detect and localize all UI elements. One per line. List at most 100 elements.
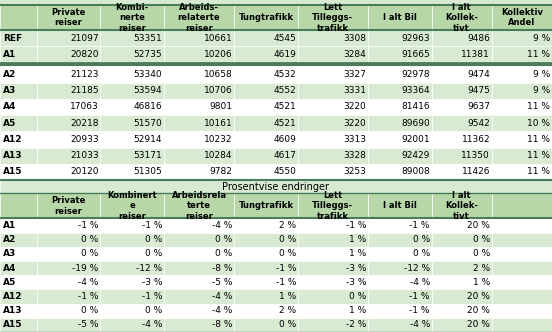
Text: 21097: 21097 (70, 34, 99, 43)
Bar (368, 30, 432, 46)
Bar (368, 115, 432, 131)
Bar (164, 5, 234, 30)
Text: Tungtrafikk: Tungtrafikk (238, 202, 294, 210)
Text: A12: A12 (3, 135, 22, 144)
Text: -1 %: -1 % (410, 221, 430, 230)
Bar (0, 5, 37, 30)
Text: A13: A13 (3, 151, 22, 160)
Text: 9782: 9782 (210, 167, 232, 176)
Bar (234, 115, 298, 131)
Text: -1 %: -1 % (275, 278, 296, 287)
Text: 4521: 4521 (273, 102, 296, 112)
Bar (234, 83, 298, 99)
Bar (234, 147, 298, 164)
Text: 81416: 81416 (401, 102, 430, 112)
Bar (432, 304, 492, 318)
Text: -1 %: -1 % (142, 221, 162, 230)
Bar (368, 131, 432, 147)
Text: -2 %: -2 % (346, 320, 367, 329)
Bar (298, 193, 368, 218)
Bar (492, 30, 552, 46)
Text: -3 %: -3 % (346, 278, 367, 287)
Bar (37, 99, 100, 115)
Bar (298, 275, 368, 290)
Bar (164, 164, 234, 180)
Bar (298, 147, 368, 164)
Bar (0, 290, 37, 304)
Text: -1 %: -1 % (346, 221, 367, 230)
Text: 92963: 92963 (401, 34, 430, 43)
Bar (164, 290, 234, 304)
Text: Lett
Tilleggs-
trafikk: Lett Tilleggs- trafikk (312, 3, 353, 33)
Bar (0, 66, 37, 83)
Bar (368, 83, 432, 99)
Bar (37, 147, 100, 164)
Bar (432, 247, 492, 261)
Text: 10161: 10161 (204, 119, 232, 128)
Text: -3 %: -3 % (142, 278, 162, 287)
Bar (298, 290, 368, 304)
Text: A5: A5 (3, 119, 16, 128)
Bar (37, 5, 100, 30)
Text: 2 %: 2 % (279, 221, 296, 230)
Text: A15: A15 (3, 320, 22, 329)
Bar (164, 193, 234, 218)
Bar (234, 193, 298, 218)
Bar (234, 164, 298, 180)
Bar (0, 63, 552, 66)
Bar (164, 115, 234, 131)
Text: Private
reiser: Private reiser (51, 196, 86, 215)
Text: -4 %: -4 % (78, 278, 99, 287)
Bar (432, 99, 492, 115)
Text: 89690: 89690 (401, 119, 430, 128)
Text: 3253: 3253 (343, 167, 367, 176)
Bar (0, 261, 37, 275)
Bar (492, 5, 552, 30)
Bar (164, 247, 234, 261)
Text: 10661: 10661 (204, 34, 232, 43)
Bar (37, 46, 100, 63)
Text: 0 %: 0 % (279, 235, 296, 244)
Text: 1 %: 1 % (349, 235, 367, 244)
Text: -1 %: -1 % (410, 306, 430, 315)
Bar (492, 304, 552, 318)
Bar (234, 247, 298, 261)
Bar (164, 275, 234, 290)
Text: Kollektiv
Andel: Kollektiv Andel (501, 8, 543, 27)
Text: A5: A5 (3, 278, 16, 287)
Text: -12 %: -12 % (136, 264, 162, 273)
Bar (298, 164, 368, 180)
Text: 9801: 9801 (210, 102, 232, 112)
Bar (0, 83, 37, 99)
Bar (298, 30, 368, 46)
Text: 0 %: 0 % (145, 235, 162, 244)
Text: 3313: 3313 (343, 135, 367, 144)
Bar (368, 147, 432, 164)
Bar (0, 218, 37, 233)
Text: 10232: 10232 (204, 135, 232, 144)
Bar (432, 83, 492, 99)
Text: 0 %: 0 % (82, 249, 99, 259)
Bar (492, 218, 552, 233)
Bar (164, 233, 234, 247)
Bar (298, 233, 368, 247)
Bar (432, 30, 492, 46)
Text: 21185: 21185 (70, 86, 99, 95)
Text: 53594: 53594 (134, 86, 162, 95)
Bar (37, 304, 100, 318)
Text: A3: A3 (3, 86, 16, 95)
Bar (100, 247, 164, 261)
Bar (37, 233, 100, 247)
Bar (234, 233, 298, 247)
Bar (368, 275, 432, 290)
Text: A1: A1 (3, 50, 16, 59)
Bar (0, 247, 37, 261)
Text: 0 %: 0 % (413, 249, 430, 259)
Text: 9475: 9475 (467, 86, 490, 95)
Bar (0, 318, 37, 332)
Text: 21123: 21123 (70, 70, 99, 79)
Text: 0 %: 0 % (215, 249, 232, 259)
Text: 11 %: 11 % (527, 151, 550, 160)
Bar (234, 30, 298, 46)
Bar (298, 83, 368, 99)
